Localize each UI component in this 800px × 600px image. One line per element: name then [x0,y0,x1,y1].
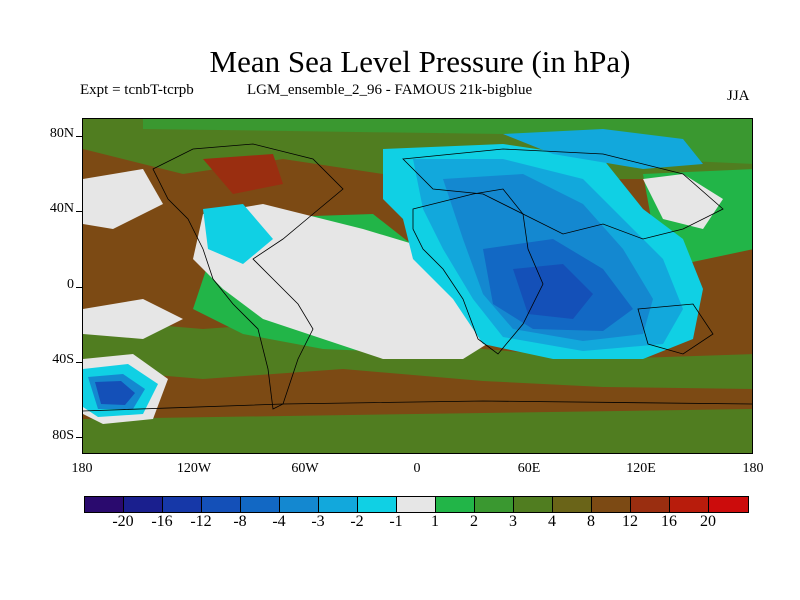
colorbar-label: 3 [509,513,517,530]
tick [76,211,82,212]
season-label: JJA [727,88,750,104]
colorbar-label: -16 [151,513,173,530]
colorbar-cell [280,497,319,512]
colorbar-cell [85,497,124,512]
coastline-americas [152,143,344,410]
field-white-atlantic [193,204,503,359]
colorbar-label: 20 [700,513,716,530]
field-deepblue-southlow [95,381,135,405]
colorbar-label: 8 [587,513,595,530]
lon-label-120e: 120E [626,461,656,476]
coastline-africa [412,188,544,355]
colorbar-label: -3 [311,513,325,530]
lat-label-80s: 80S [52,428,74,443]
colorbar-cell [670,497,709,512]
lat-label-0: 0 [67,277,74,292]
colorbar-cell [124,497,163,512]
colorbar-cell [358,497,397,512]
map-title: Mean Sea Level Pressure (in hPa) [209,44,631,79]
lat-label-40n: 40N [49,201,74,216]
lon-label-180w: 180 [71,461,93,476]
colorbar-cell [475,497,514,512]
tick [76,136,82,137]
lon-label-180e: 180 [742,461,764,476]
colorbar-label: 1 [431,513,439,530]
field-deepblue-indian [513,264,593,319]
colorbar-label: 12 [622,513,638,530]
field-olive-polar [83,409,752,453]
lon-label-60w: 60W [291,461,319,476]
colorbar-cell [592,497,631,512]
colorbar [84,496,749,513]
colorbar-label: -12 [190,513,212,530]
experiment-label: Expt = tcnbT-tcrpb [80,82,194,98]
pressure-map [82,118,753,454]
field-white-westpacific [83,169,163,229]
colorbar-label: -2 [350,513,364,530]
colorbar-label: -20 [112,513,134,530]
lat-label-80n: 80N [49,126,74,141]
colorbar-label: 16 [661,513,677,530]
lon-label-60e: 60E [517,461,541,476]
tick [76,437,82,438]
field-cyan-namerica [203,204,273,264]
lat-label-40s: 40S [52,352,74,367]
coastline-antarctica [83,400,752,412]
colorbar-label: -4 [272,513,286,530]
coastlines [83,143,752,412]
tick [76,362,82,363]
field-lightblue-arctic [503,129,703,169]
lon-label-120w: 120W [176,461,212,476]
field-darkred-canada [203,154,283,194]
colorbar-cell [631,497,670,512]
colorbar-cell [319,497,358,512]
colorbar-cell [514,497,553,512]
field-white-spacific [83,299,183,339]
colorbar-label: 2 [470,513,478,530]
coastline-eurasia [402,148,724,240]
colorbar-cell [202,497,241,512]
tick [76,287,82,288]
colorbar-cell [163,497,202,512]
colorbar-cell [397,497,436,512]
colorbar-cell [553,497,592,512]
colorbar-label: -1 [389,513,403,530]
ensemble-label: LGM_ensemble_2_96 - FAMOUS 21k-bigblue [247,82,533,98]
colorbar-cell [436,497,475,512]
coastline-australia [637,303,714,355]
colorbar-label: 4 [548,513,556,530]
colorbar-label: -8 [233,513,247,530]
pressure-field [83,119,752,453]
colorbar-cell [241,497,280,512]
field-white-npacific [643,174,723,229]
colorbar-cell [709,497,748,512]
lon-label-0: 0 [413,461,421,476]
